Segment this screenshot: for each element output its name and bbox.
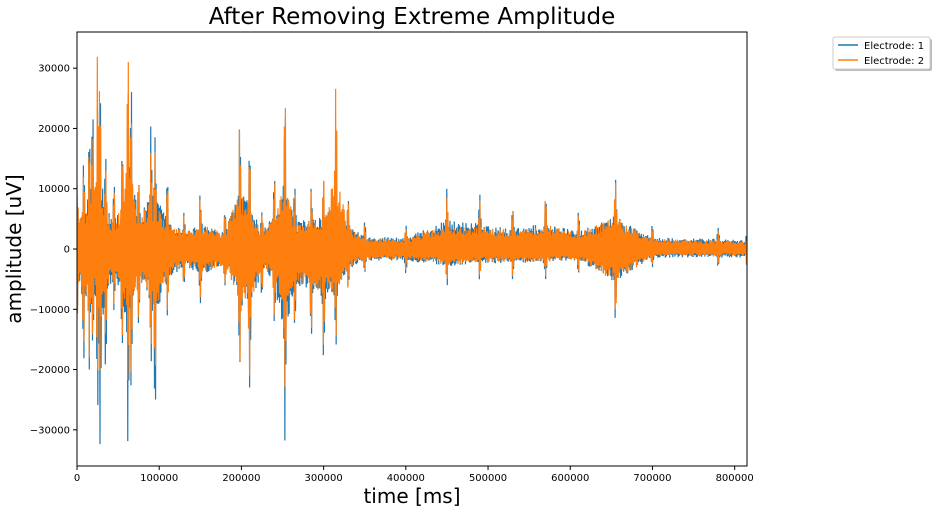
series-layer — [77, 56, 747, 445]
x-axis: 0 100000 200000 300000 400000 500000 600000 700… — [74, 466, 754, 484]
x-tick-label: 0 — [74, 473, 80, 484]
y-tick-label: −20000 — [30, 365, 70, 376]
legend: Electrode: 1 Electrode: 2 — [832, 36, 932, 71]
x-tick-label: 200000 — [222, 473, 260, 484]
x-tick-label: 700000 — [633, 473, 671, 484]
y-tick-label: 10000 — [38, 184, 70, 195]
x-tick-label: 400000 — [387, 473, 425, 484]
x-axis-label: time [ms] — [363, 484, 460, 508]
x-tick-label: 100000 — [140, 473, 178, 484]
y-tick-label: 0 — [64, 245, 70, 256]
y-axis: −30000 −20000 −10000 0 10000 20000 30000 — [30, 64, 77, 436]
y-tick-label: 20000 — [38, 124, 70, 135]
legend-label-electrode-2: Electrode: 2 — [864, 56, 924, 67]
x-tick-label: 600000 — [551, 473, 589, 484]
chart-title: After Removing Extreme Amplitude — [209, 4, 616, 30]
series-line-electrode-1 — [77, 92, 747, 445]
x-tick-label: 800000 — [716, 473, 754, 484]
x-tick-label: 500000 — [469, 473, 507, 484]
y-axis-label: amplitude [uV] — [2, 174, 26, 323]
y-tick-label: −30000 — [30, 425, 70, 436]
series-line-electrode-2 — [77, 56, 747, 387]
y-tick-label: 30000 — [38, 64, 70, 75]
x-tick-label: 300000 — [305, 473, 343, 484]
y-tick-label: −10000 — [30, 305, 70, 316]
legend-label-electrode-1: Electrode: 1 — [864, 41, 924, 52]
